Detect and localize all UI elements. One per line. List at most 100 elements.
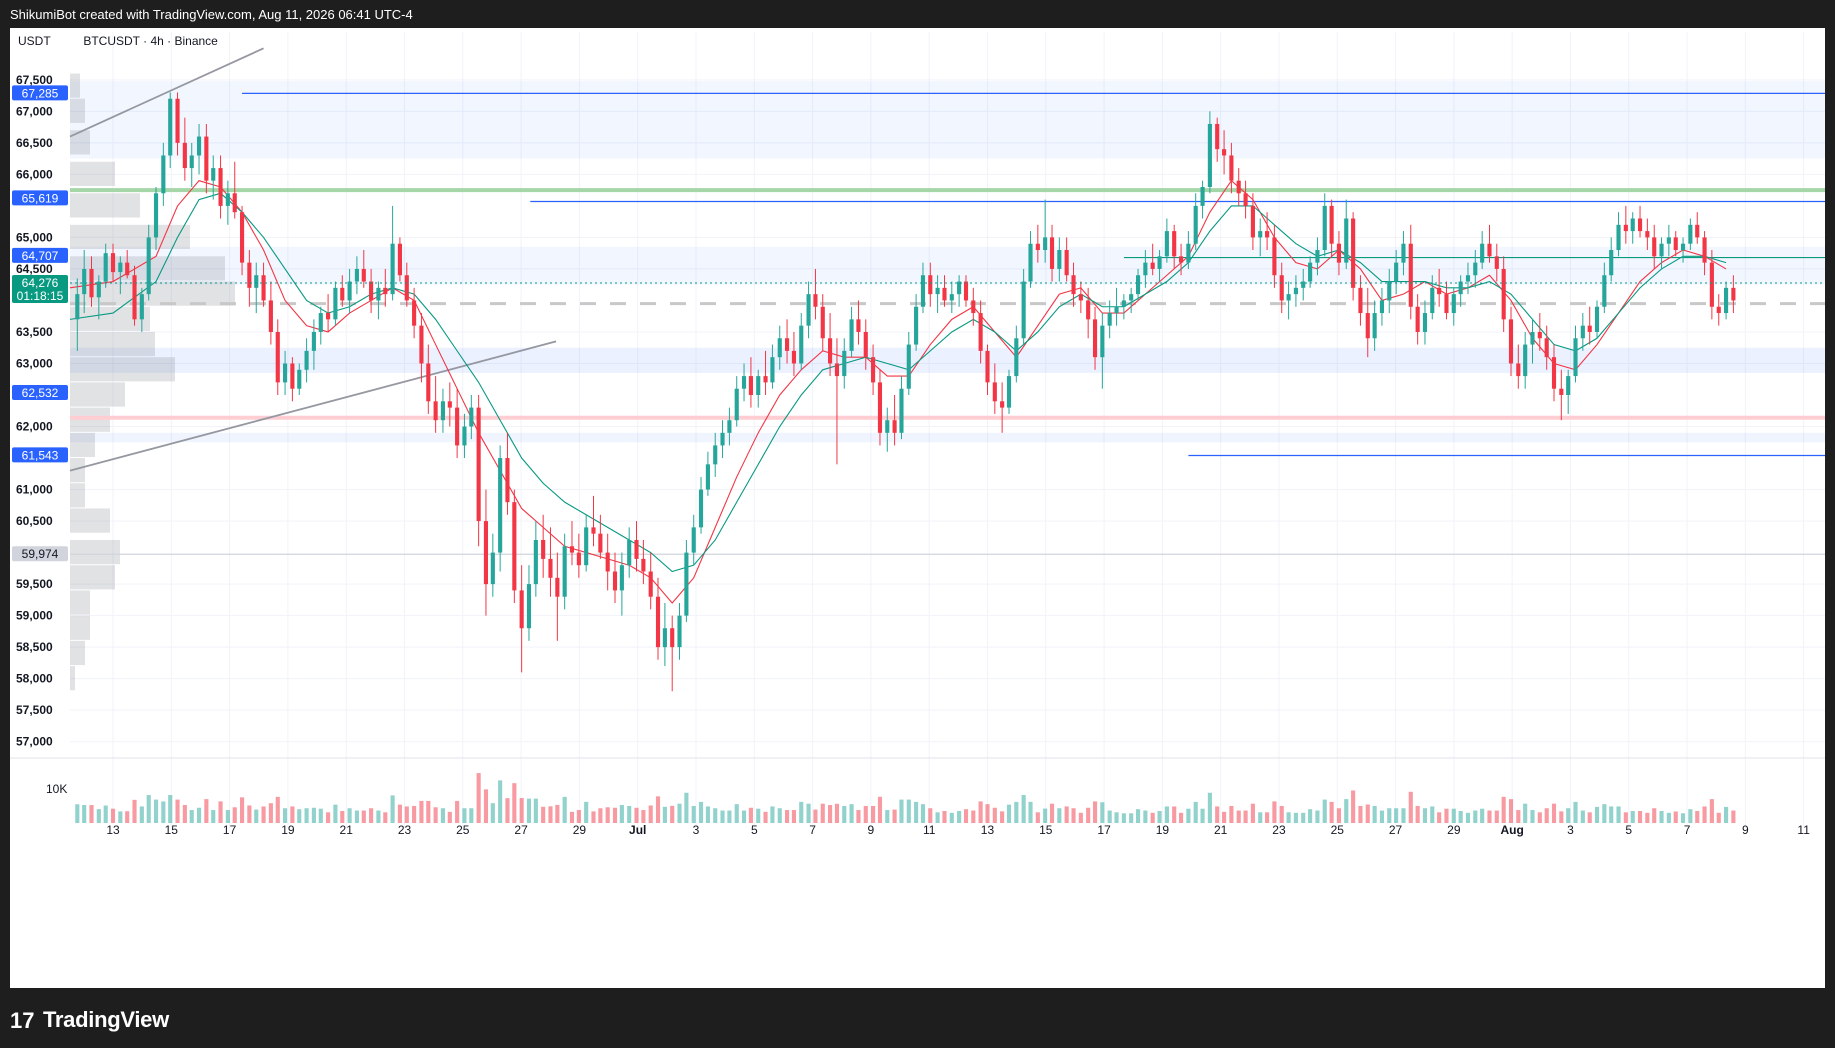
volume-bar — [225, 810, 230, 823]
volume-bar — [634, 807, 639, 823]
volume-profile-bar — [70, 483, 85, 508]
volume-bar — [483, 789, 489, 823]
symbol-bar[interactable]: USDT BTCUSDT · 4h · Binance — [18, 34, 218, 48]
candle-body — [1272, 237, 1277, 276]
y-tick-label: 60,500 — [16, 514, 53, 528]
candle-body — [598, 533, 603, 553]
volume-bar — [247, 805, 252, 823]
candle-body — [340, 287, 345, 301]
candle-body — [512, 502, 517, 591]
volume-bar — [1000, 811, 1005, 823]
candle-body — [1100, 325, 1105, 358]
volume-bar — [347, 808, 352, 823]
candle-body — [533, 539, 538, 585]
candle-body — [684, 552, 689, 616]
volume-bar — [662, 806, 667, 823]
candle-body — [813, 294, 818, 307]
x-tick-label: 7 — [1684, 823, 1691, 837]
volume-bar — [1021, 795, 1026, 823]
volume-bar — [1473, 810, 1478, 823]
candle-body — [914, 306, 919, 345]
volume-profile-bar — [70, 640, 85, 666]
candle-body — [1602, 275, 1607, 307]
candle-body — [1637, 218, 1643, 232]
candle-body — [1422, 313, 1428, 332]
volume-profile-bar — [70, 357, 175, 382]
volume-bar — [1523, 803, 1528, 823]
volume-bar — [770, 806, 775, 823]
symbol-label[interactable]: BTCUSDT · 4h · Binance — [83, 34, 218, 48]
volume-profile-bar — [70, 539, 120, 565]
candle-body — [168, 98, 173, 156]
candle-body — [1652, 237, 1657, 257]
price-tag — [12, 384, 68, 400]
price-tag-label: 64,707 — [22, 249, 59, 263]
x-tick-label: 27 — [514, 823, 528, 837]
candle-body — [1021, 281, 1026, 339]
y-tick-label: 57,000 — [16, 735, 53, 749]
candle-body — [440, 401, 446, 421]
candle-body — [1107, 313, 1112, 326]
volume-bar — [1422, 808, 1428, 823]
candle-body — [490, 552, 495, 585]
volume-bar — [1551, 803, 1557, 823]
candle-body — [125, 262, 130, 276]
chart-panel[interactable]: 67,500 67,000 66,500 66,000 65,000 64,500 63,5… — [10, 28, 1825, 988]
candle-body — [1401, 243, 1406, 263]
candle-body — [612, 571, 618, 591]
candle-body — [1559, 388, 1564, 395]
volume-bar — [605, 807, 610, 823]
candle-body — [741, 376, 747, 389]
ema-slow-line — [69, 192, 1727, 573]
volume-bar — [813, 809, 818, 823]
volume-bar — [1121, 813, 1126, 823]
volume-bar — [555, 804, 560, 823]
candle-body — [1179, 256, 1184, 263]
candle-body — [1071, 275, 1076, 295]
volume-bar — [971, 810, 976, 823]
volume-bar — [1172, 806, 1177, 823]
volume-tick-label: 10K — [46, 782, 67, 796]
candle-body — [1092, 319, 1098, 358]
volume-bar — [1222, 811, 1227, 823]
candle-body — [275, 331, 280, 383]
volume-bar — [447, 811, 452, 823]
candle-body — [132, 275, 137, 320]
volume-bar — [1272, 801, 1277, 823]
volume-bar — [326, 812, 331, 823]
volume-bar — [1494, 810, 1499, 823]
candle-body — [1006, 376, 1012, 408]
volume-bar — [318, 808, 323, 823]
volume-bar — [1143, 810, 1148, 823]
volume-bar — [426, 800, 431, 823]
x-tick-label: 13 — [981, 823, 995, 837]
volume-bar — [806, 803, 811, 823]
currency-label: USDT — [18, 34, 51, 48]
candle-body — [1135, 275, 1141, 295]
y-tick-label: 59,000 — [16, 609, 53, 623]
volume-bar — [1057, 808, 1062, 823]
candle-body — [1114, 306, 1119, 314]
candle-body — [1573, 338, 1578, 377]
volume-bar — [1164, 806, 1169, 823]
candle-body — [505, 458, 510, 503]
volume-bar — [727, 810, 732, 823]
candle-body — [1430, 287, 1435, 314]
candle-body — [211, 168, 216, 181]
volume-bar — [756, 808, 761, 823]
volume-bar — [713, 808, 718, 823]
x-tick-label: 17 — [1097, 823, 1111, 837]
volume-bar — [397, 804, 402, 823]
candle-body — [182, 142, 187, 169]
x-tick-label: 3 — [693, 823, 700, 837]
candle-body — [1164, 231, 1169, 257]
tradingview-logo-icon: 17 — [10, 1008, 35, 1033]
candle-body — [576, 552, 581, 566]
candle-body — [1645, 231, 1650, 238]
volume-bar — [1200, 808, 1205, 823]
volume-bar — [1308, 809, 1313, 823]
candle-body — [949, 294, 954, 301]
price-chart[interactable]: 67,500 67,000 66,500 66,000 65,000 64,500 63,5… — [10, 28, 1825, 988]
candle-body — [455, 407, 460, 446]
candle-body — [1616, 224, 1621, 251]
